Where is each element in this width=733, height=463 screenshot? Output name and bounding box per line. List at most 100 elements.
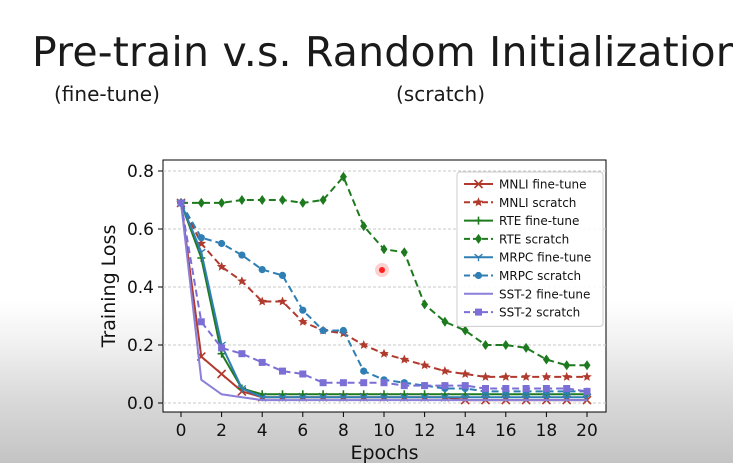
legend-label-mrpc-fine-tune: MRPC fine-tune	[499, 251, 591, 265]
point-mnli-scratch	[237, 276, 247, 286]
legend-marker-mnli-scratch	[473, 197, 484, 207]
legend-marker-mrpc-scratch	[474, 271, 483, 280]
point-rte-scratch	[299, 197, 307, 208]
x-tick-label: 8	[338, 421, 349, 441]
point-mnli-scratch	[501, 371, 511, 381]
x-tick-label: 16	[495, 421, 517, 441]
point-mrpc-scratch	[339, 326, 347, 335]
point-rte-scratch	[482, 340, 489, 350]
legend-label-sst-2-fine-tune: SST-2 fine-tune	[499, 287, 590, 301]
point-sst-2-scratch	[319, 379, 327, 387]
point-mrpc-scratch	[360, 367, 368, 375]
point-rte-scratch	[563, 360, 571, 371]
point-mrpc-scratch	[258, 266, 266, 274]
legend-marker-mrpc-fine-tune	[474, 253, 483, 262]
point-mnli-scratch	[399, 354, 410, 364]
point-mnli-scratch	[358, 340, 369, 349]
legend-box	[456, 171, 604, 327]
point-rte-scratch	[279, 195, 286, 205]
x-axis-label: Epochs	[350, 442, 418, 463]
x-tick-label: 0	[176, 421, 187, 441]
x-tick-label: 12	[414, 421, 436, 441]
point-rte-scratch	[218, 197, 226, 208]
point-rte-scratch	[542, 354, 550, 365]
point-rte-scratch	[400, 247, 408, 258]
point-sst-2-scratch	[421, 382, 429, 390]
x-tick-label: 10	[373, 421, 395, 441]
point-mrpc-scratch	[218, 239, 226, 248]
legend-label-mnli-scratch: MNLI scratch	[499, 196, 576, 210]
point-mnli-scratch	[419, 360, 430, 370]
x-tick-label: 20	[576, 421, 598, 441]
y-axis-label: Training Loss	[98, 225, 120, 349]
point-mnli-scratch	[216, 261, 227, 271]
point-rte-scratch	[461, 325, 469, 336]
point-mnli-scratch	[521, 371, 531, 381]
x-tick-label: 4	[257, 421, 268, 441]
point-mrpc-scratch	[197, 234, 205, 242]
legend-marker-mnli-fine-tune	[473, 179, 484, 189]
point-sst-2-scratch	[218, 344, 226, 352]
point-mnli-scratch	[257, 296, 267, 306]
point-mnli-scratch	[440, 366, 450, 376]
point-sst-2-scratch	[583, 387, 591, 395]
point-mnli-fine-tune	[217, 369, 227, 379]
point-mnli-scratch	[196, 238, 207, 248]
point-sst-2-scratch	[177, 199, 185, 207]
point-sst-2-scratch	[542, 385, 550, 392]
point-mrpc-fine-tune	[237, 384, 247, 393]
point-rte-scratch	[441, 316, 449, 327]
y-tick-label: 0.6	[127, 220, 154, 240]
point-mnli-scratch	[561, 371, 572, 381]
point-sst-2-scratch	[360, 379, 368, 387]
point-sst-2-scratch	[238, 350, 246, 358]
point-rte-scratch	[380, 244, 388, 255]
legend-label-mrpc-scratch: MRPC scratch	[499, 269, 581, 283]
point-sst-2-scratch	[258, 358, 266, 366]
x-tick-label: 6	[297, 421, 308, 441]
point-mrpc-scratch	[319, 326, 327, 335]
point-mnli-scratch	[277, 296, 288, 306]
point-rte-scratch	[502, 340, 510, 350]
point-sst-2-scratch	[339, 379, 347, 387]
y-tick-label: 0.0	[127, 394, 154, 414]
legend-marker-rte-scratch	[475, 233, 482, 244]
point-rte-scratch	[238, 195, 246, 205]
point-sst-2-scratch	[279, 367, 286, 375]
point-sst-2-scratch	[441, 382, 449, 390]
point-mrpc-fine-tune	[196, 248, 206, 257]
series-line-sst-2-fine-tune	[180, 202, 587, 402]
point-mnli-scratch	[541, 371, 552, 381]
slide-title: Pre-train v.s. Random Initialization	[32, 28, 733, 76]
legend-label-rte-scratch: RTE scratch	[499, 232, 569, 246]
subtitle-fine-tune: (fine-tune)	[54, 82, 160, 106]
point-rte-scratch	[339, 171, 347, 182]
x-tick-label: 18	[536, 421, 558, 441]
point-mnli-scratch	[460, 369, 470, 378]
point-sst-2-scratch	[461, 382, 469, 390]
point-mrpc-scratch	[238, 251, 246, 259]
point-sst-2-scratch	[380, 379, 388, 387]
point-sst-2-scratch	[197, 318, 205, 326]
point-sst-2-scratch	[482, 385, 489, 392]
x-tick-label: 14	[454, 421, 476, 441]
point-rte-scratch	[319, 195, 327, 205]
legend-label-sst-2-scratch: SST-2 scratch	[499, 306, 580, 320]
legend-label-rte-fine-tune: RTE fine-tune	[499, 214, 579, 228]
y-tick-label: 0.4	[127, 278, 154, 298]
point-mnli-scratch	[480, 371, 491, 381]
legend-marker-sst-2-scratch	[475, 308, 482, 316]
point-sst-2-scratch	[299, 370, 307, 378]
point-mrpc-scratch	[299, 306, 307, 314]
subtitle-scratch: (scratch)	[396, 82, 486, 106]
legend-marker-rte-fine-tune	[474, 216, 483, 225]
point-sst-2-scratch	[522, 385, 530, 392]
point-rte-scratch	[522, 342, 530, 353]
point-rte-scratch	[360, 221, 368, 232]
pointer-cursor-icon	[375, 263, 389, 277]
point-rte-scratch	[258, 195, 266, 205]
y-tick-label: 0.2	[127, 336, 154, 356]
point-mnli-scratch	[582, 371, 592, 381]
legend-label-mnli-fine-tune: MNLI fine-tune	[499, 178, 587, 192]
